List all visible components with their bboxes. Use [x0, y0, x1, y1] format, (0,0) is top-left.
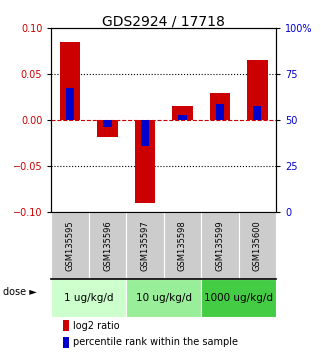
Bar [216, 103, 224, 120]
Bar [135, 120, 155, 202]
Text: GSM135597: GSM135597 [141, 220, 150, 271]
Bar [253, 106, 261, 120]
Bar [63, 320, 69, 331]
Bar [89, 212, 126, 279]
Bar [63, 337, 69, 348]
Text: percentile rank within the sample: percentile rank within the sample [74, 337, 239, 347]
Text: log2 ratio: log2 ratio [74, 321, 120, 331]
Bar [164, 212, 201, 279]
Bar [97, 120, 118, 137]
Text: GSM135600: GSM135600 [253, 220, 262, 271]
Text: dose ►: dose ► [3, 287, 37, 297]
Bar [247, 61, 268, 120]
Bar [51, 212, 89, 279]
Text: GSM135595: GSM135595 [65, 220, 74, 271]
Text: GSM135596: GSM135596 [103, 220, 112, 271]
Bar [126, 279, 201, 317]
Bar [141, 120, 149, 146]
Bar [239, 212, 276, 279]
Text: 1 ug/kg/d: 1 ug/kg/d [64, 293, 114, 303]
Text: GSM135599: GSM135599 [215, 220, 224, 271]
Text: 10 ug/kg/d: 10 ug/kg/d [136, 293, 192, 303]
Bar [210, 92, 230, 120]
Text: GSM135598: GSM135598 [178, 220, 187, 271]
Bar [103, 120, 112, 127]
Bar [51, 279, 126, 317]
Bar [60, 42, 80, 120]
Title: GDS2924 / 17718: GDS2924 / 17718 [102, 14, 225, 28]
Bar [201, 212, 239, 279]
Bar [126, 212, 164, 279]
Bar [172, 106, 193, 120]
Bar [178, 115, 187, 120]
Text: 1000 ug/kg/d: 1000 ug/kg/d [204, 293, 273, 303]
Bar [66, 88, 74, 120]
Bar [201, 279, 276, 317]
